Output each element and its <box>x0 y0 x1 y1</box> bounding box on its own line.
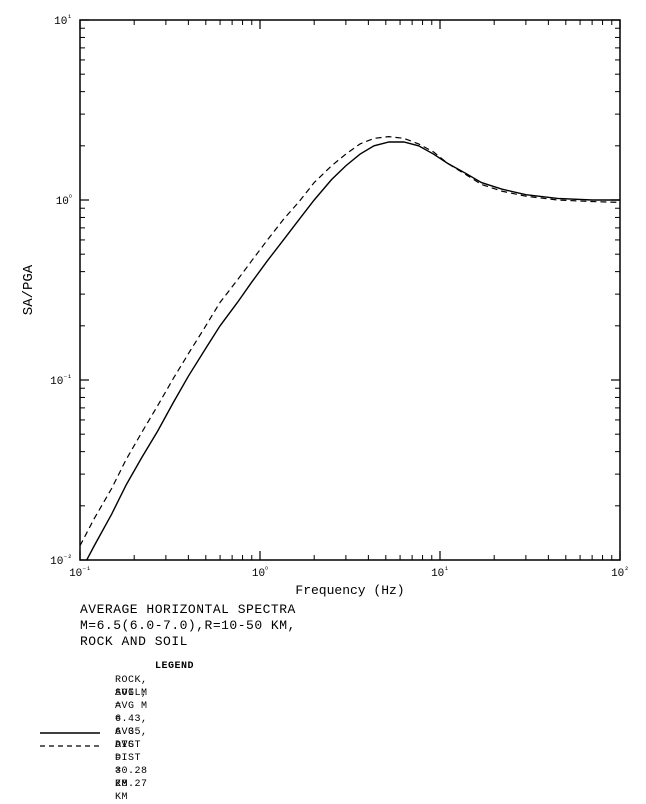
caption-line-2: M=6.5(6.0-7.0),R=10-50 KM, <box>80 618 296 634</box>
svg-text:10⁰: 10⁰ <box>56 194 72 208</box>
svg-text:10⁻²: 10⁻² <box>50 554 72 568</box>
legend-title: LEGEND <box>155 660 194 673</box>
svg-text:SA/PGA: SA/PGA <box>21 264 37 315</box>
svg-text:10¹: 10¹ <box>54 14 72 28</box>
spectra-chart: 10⁻¹10⁰10¹10²10⁻²10⁻¹10⁰10¹Frequency (Hz… <box>0 0 646 600</box>
series-rock <box>80 142 620 573</box>
svg-text:10²: 10² <box>611 566 629 580</box>
caption-block: AVERAGE HORIZONTAL SPECTRA M=6.5(6.0-7.0… <box>80 602 296 650</box>
svg-text:10⁰: 10⁰ <box>252 566 268 580</box>
caption-line-3: ROCK AND SOIL <box>80 634 296 650</box>
svg-text:10¹: 10¹ <box>431 566 449 580</box>
legend-swatch-soil <box>40 740 100 752</box>
legend-label-soil: SOIL, AVG M = 6.35, AVG DIST = 28.27 KM <box>115 687 148 804</box>
series-soil <box>80 137 620 546</box>
svg-text:10⁻¹: 10⁻¹ <box>69 566 91 580</box>
svg-text:Frequency (Hz): Frequency (Hz) <box>295 583 404 598</box>
legend-row-soil: SOIL, AVG M = 6.35, AVG DIST = 28.27 KM <box>40 687 148 804</box>
caption-line-1: AVERAGE HORIZONTAL SPECTRA <box>80 602 296 618</box>
chart-container: 10⁻¹10⁰10¹10²10⁻²10⁻¹10⁰10¹Frequency (Hz… <box>0 0 646 605</box>
svg-text:10⁻¹: 10⁻¹ <box>50 374 72 388</box>
